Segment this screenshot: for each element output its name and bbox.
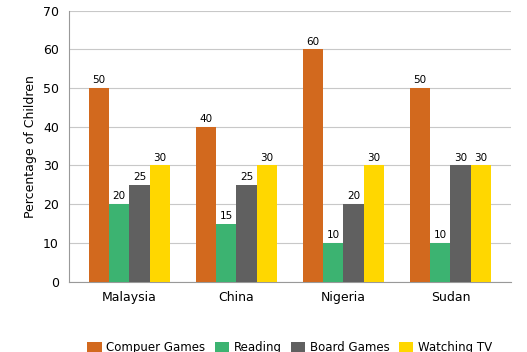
Text: 30: 30: [454, 153, 467, 163]
Bar: [430, 243, 451, 282]
Bar: [129, 185, 150, 282]
Text: 30: 30: [153, 153, 167, 163]
Text: 50: 50: [413, 75, 426, 85]
Bar: [196, 127, 216, 282]
Text: 10: 10: [434, 230, 447, 240]
Text: 30: 30: [474, 153, 487, 163]
Bar: [150, 165, 170, 282]
Bar: [409, 88, 430, 282]
Bar: [236, 185, 257, 282]
Text: 15: 15: [220, 211, 233, 221]
Y-axis label: Percentage of Children: Percentage of Children: [24, 75, 37, 218]
Text: 25: 25: [240, 172, 253, 182]
Text: 20: 20: [347, 191, 360, 201]
Text: 60: 60: [306, 37, 319, 46]
Text: 30: 30: [367, 153, 380, 163]
Legend: Compuer Games, Reading, Board Games, Watching TV: Compuer Games, Reading, Board Games, Wat…: [83, 336, 497, 352]
Bar: [471, 165, 491, 282]
Bar: [344, 204, 364, 282]
Bar: [89, 88, 109, 282]
Text: 30: 30: [260, 153, 274, 163]
Bar: [323, 243, 344, 282]
Bar: [302, 49, 323, 282]
Text: 10: 10: [327, 230, 340, 240]
Bar: [109, 204, 129, 282]
Bar: [364, 165, 384, 282]
Bar: [216, 224, 236, 282]
Text: 25: 25: [133, 172, 146, 182]
Text: 40: 40: [199, 114, 212, 124]
Text: 50: 50: [92, 75, 105, 85]
Bar: [451, 165, 471, 282]
Bar: [257, 165, 277, 282]
Text: 20: 20: [113, 191, 126, 201]
